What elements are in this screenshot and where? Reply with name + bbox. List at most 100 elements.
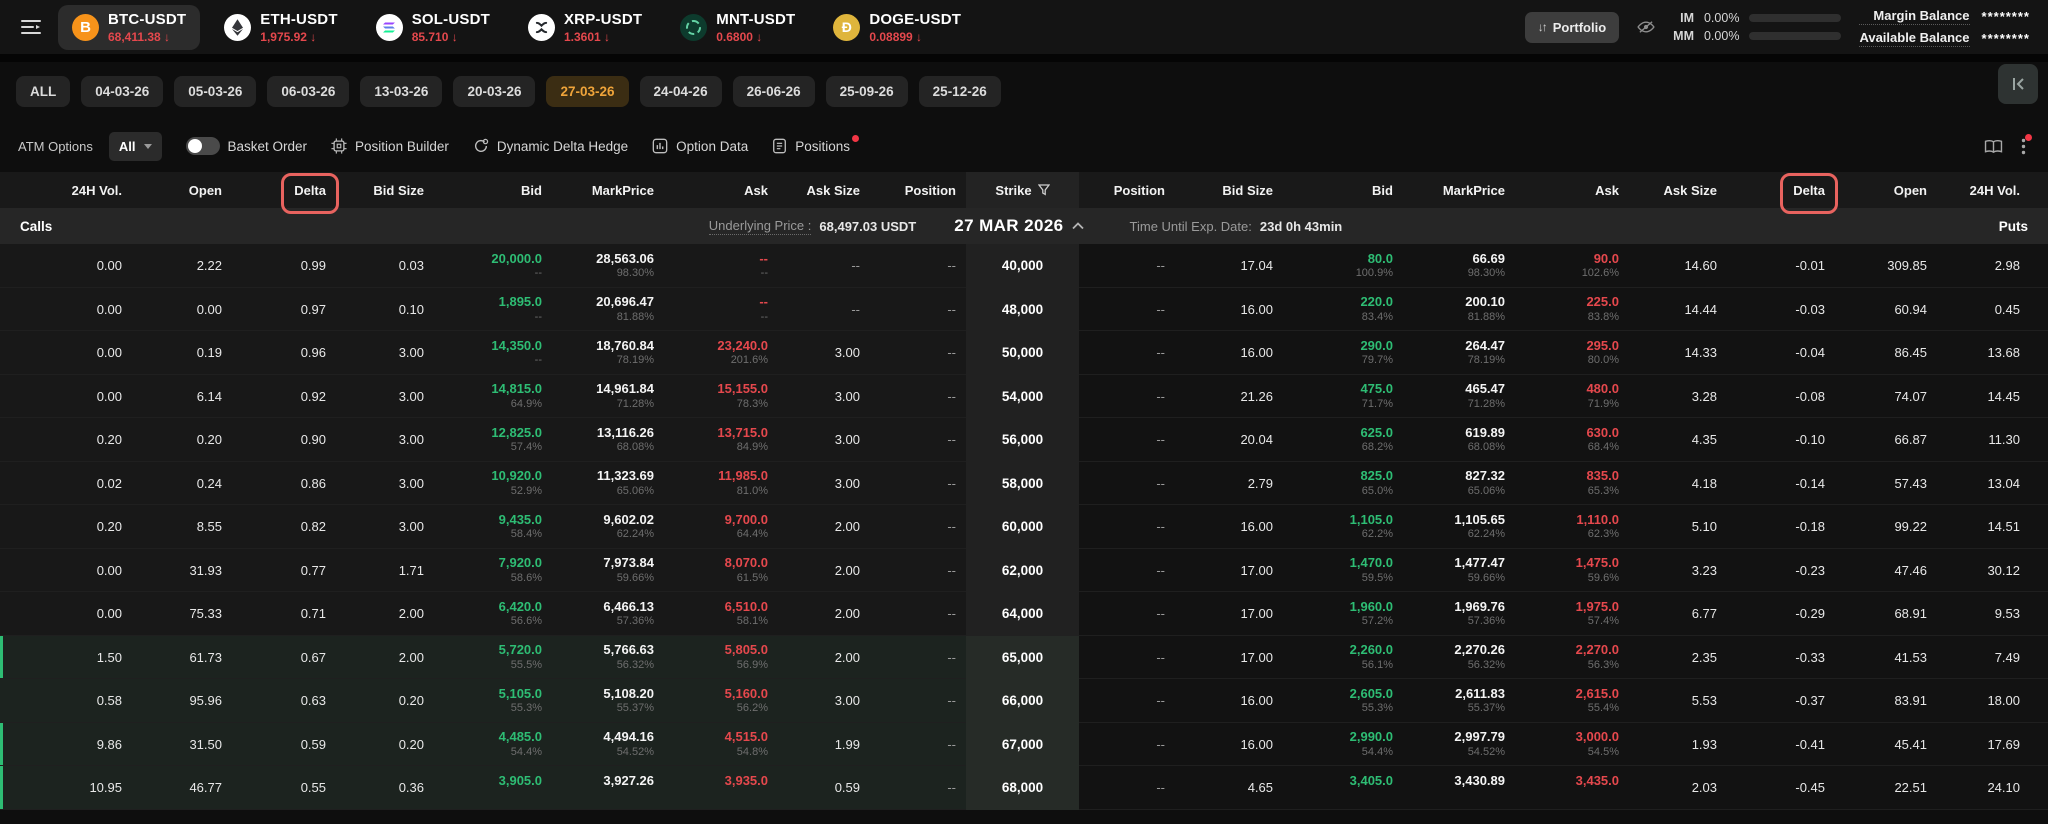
calls-bid-cell[interactable]: 3,905.0 [498, 772, 542, 788]
puts-bid-cell[interactable]: 1,960.0 57.2% [1349, 598, 1393, 627]
puts-bid-cell[interactable]: 290.0 79.7% [1360, 337, 1393, 366]
docs-book-icon[interactable] [1984, 139, 2003, 154]
puts-mark-price-cell[interactable]: 66.69 98.30% [1467, 250, 1505, 279]
puts-ask-cell[interactable]: 295.0 80.0% [1586, 337, 1619, 366]
expiry-tab-04-03-26[interactable]: 04-03-26 [81, 75, 164, 107]
calls-ask-cell[interactable]: 8,070.0 61.5% [724, 555, 768, 584]
ticker-tab-xrp-usdt[interactable]: XRP-USDT 1.3601 ↓ [514, 5, 656, 50]
collapse-panel-button[interactable] [1998, 64, 2038, 104]
expiry-tab-20-03-26[interactable]: 20-03-26 [453, 75, 536, 107]
calls-mark-price-cell[interactable]: 13,116.26 68.08% [596, 424, 654, 453]
calls-ask-cell[interactable]: -- -- [759, 294, 768, 323]
expiry-tab-24-04-26[interactable]: 24-04-26 [639, 75, 722, 107]
puts-ask-cell[interactable]: 1,475.0 59.6% [1575, 555, 1619, 584]
calls-mark-price-cell[interactable]: 18,760.84 78.19% [596, 337, 654, 366]
calls-bid-cell[interactable]: 14,350.0 -- [491, 337, 542, 366]
eye-off-icon[interactable] [1637, 20, 1655, 34]
calls-ask-cell[interactable]: 15,155.0 78.3% [717, 381, 768, 410]
puts-bid-cell[interactable]: 2,990.0 54.4% [1349, 729, 1393, 758]
expiry-tab-all[interactable]: ALL [16, 75, 71, 107]
calls-bid-cell[interactable]: 7,920.0 58.6% [498, 555, 542, 584]
calls-bid-cell[interactable]: 10,920.0 52.9% [491, 468, 542, 497]
strike-filter-icon[interactable] [1037, 184, 1050, 196]
puts-mark-price-cell[interactable]: 2,611.83 55.37% [1455, 685, 1505, 714]
calls-bid-cell[interactable]: 6,420.0 56.6% [498, 598, 542, 627]
calls-mark-price-cell[interactable]: 6,466.13 57.36% [603, 598, 654, 627]
calls-ask-cell[interactable]: 6,510.0 58.1% [724, 598, 768, 627]
puts-bid-cell[interactable]: 2,605.0 55.3% [1349, 685, 1393, 714]
calls-bid-cell[interactable]: 12,825.0 57.4% [491, 424, 542, 453]
ticker-tab-doge-usdt[interactable]: Ð DOGE-USDT 0.08899 ↓ [819, 5, 975, 50]
calls-bid-cell[interactable]: 20,000.0 -- [491, 250, 542, 279]
calls-bid-cell[interactable]: 5,720.0 55.5% [498, 642, 542, 671]
calls-bid-cell[interactable]: 5,105.0 55.3% [498, 685, 542, 714]
calls-mark-price-cell[interactable]: 11,323.69 65.06% [596, 468, 654, 497]
calls-ask-cell[interactable]: -- -- [759, 250, 768, 279]
portfolio-button[interactable]: ↓↑ Portfolio [1524, 11, 1620, 43]
calls-ask-cell[interactable]: 13,715.0 84.9% [717, 424, 768, 453]
expiry-tab-27-03-26[interactable]: 27-03-26 [546, 75, 629, 107]
ticker-tab-btc-usdt[interactable]: B BTC-USDT 68,411.38 ↓ [58, 4, 201, 50]
puts-ask-cell[interactable]: 480.0 71.9% [1586, 381, 1619, 410]
calls-ask-cell[interactable]: 5,805.0 56.9% [724, 642, 768, 671]
more-options-icon[interactable] [2021, 133, 2032, 155]
expiry-tab-13-03-26[interactable]: 13-03-26 [360, 75, 443, 107]
puts-mark-price-cell[interactable]: 2,997.79 54.52% [1454, 729, 1505, 758]
positions-button[interactable]: Positions [772, 135, 859, 154]
toggle-switch-icon[interactable] [185, 137, 220, 155]
puts-bid-cell[interactable]: 80.0 100.9% [1355, 250, 1393, 279]
puts-bid-cell[interactable]: 2,260.0 56.1% [1349, 642, 1393, 671]
ticker-tab-sol-usdt[interactable]: SOL-USDT 85.710 ↓ [362, 5, 504, 50]
puts-mark-price-cell[interactable]: 465.47 71.28% [1465, 381, 1505, 410]
puts-ask-cell[interactable]: 2,270.0 56.3% [1575, 642, 1619, 671]
basket-order-toggle[interactable]: Basket Order [185, 137, 307, 155]
puts-ask-cell[interactable]: 225.0 83.8% [1586, 294, 1619, 323]
dynamic-delta-hedge-button[interactable]: Dynamic Delta Hedge [473, 138, 628, 154]
puts-mark-price-cell[interactable]: 1,477.47 59.66% [1454, 555, 1505, 584]
calls-bid-cell[interactable]: 1,895.0 -- [498, 294, 542, 323]
ticker-tab-mnt-usdt[interactable]: MNT-USDT 0.6800 ↓ [666, 5, 809, 50]
puts-bid-cell[interactable]: 475.0 71.7% [1360, 381, 1393, 410]
calls-mark-price-cell[interactable]: 14,961.84 71.28% [596, 381, 654, 410]
puts-mark-price-cell[interactable]: 2,270.26 56.32% [1454, 642, 1505, 671]
calls-ask-cell[interactable]: 5,160.0 56.2% [724, 685, 768, 714]
calls-mark-price-cell[interactable]: 5,108.20 55.37% [603, 685, 654, 714]
puts-mark-price-cell[interactable]: 1,969.76 57.36% [1454, 598, 1505, 627]
expiry-tab-26-06-26[interactable]: 26-06-26 [732, 75, 815, 107]
puts-bid-cell[interactable]: 825.0 65.0% [1360, 468, 1393, 497]
puts-ask-cell[interactable]: 90.0 102.6% [1581, 250, 1619, 279]
expiry-tab-06-03-26[interactable]: 06-03-26 [267, 75, 350, 107]
option-data-button[interactable]: Option Data [652, 138, 748, 154]
menu-icon[interactable] [18, 14, 44, 40]
calls-mark-price-cell[interactable]: 20,696.47 81.88% [596, 294, 654, 323]
calls-ask-cell[interactable]: 3,935.0 [724, 772, 768, 788]
puts-ask-cell[interactable]: 3,435.0 [1575, 772, 1619, 788]
calls-ask-cell[interactable]: 9,700.0 64.4% [724, 511, 768, 540]
calls-ask-cell[interactable]: 11,985.0 81.0% [718, 468, 768, 497]
calls-bid-cell[interactable]: 14,815.0 64.9% [491, 381, 542, 410]
puts-mark-price-cell[interactable]: 827.32 65.06% [1465, 468, 1505, 497]
puts-bid-cell[interactable]: 1,105.0 62.2% [1349, 511, 1393, 540]
calls-ask-cell[interactable]: 4,515.0 54.8% [724, 729, 768, 758]
puts-mark-price-cell[interactable]: 3,430.89 [1454, 772, 1505, 788]
calls-mark-price-cell[interactable]: 7,973.84 59.66% [603, 555, 654, 584]
puts-mark-price-cell[interactable]: 200.10 81.88% [1465, 294, 1505, 323]
calls-ask-cell[interactable]: 23,240.0 201.6% [717, 337, 768, 366]
puts-ask-cell[interactable]: 630.0 68.4% [1586, 424, 1619, 453]
calls-bid-cell[interactable]: 4,485.0 54.4% [498, 729, 542, 758]
calls-mark-price-cell[interactable]: 4,494.16 54.52% [603, 729, 654, 758]
puts-mark-price-cell[interactable]: 1,105.65 62.24% [1454, 511, 1505, 540]
ticker-tab-eth-usdt[interactable]: ETH-USDT 1,975.92 ↓ [210, 5, 351, 50]
puts-bid-cell[interactable]: 220.0 83.4% [1360, 294, 1393, 323]
calls-mark-price-cell[interactable]: 5,766.63 56.32% [603, 642, 654, 671]
expiry-tab-25-09-26[interactable]: 25-09-26 [825, 75, 908, 107]
puts-ask-cell[interactable]: 3,000.0 54.5% [1575, 729, 1619, 758]
calls-mark-price-cell[interactable]: 28,563.06 98.30% [596, 250, 654, 279]
position-builder-button[interactable]: Position Builder [331, 138, 449, 154]
puts-mark-price-cell[interactable]: 264.47 78.19% [1465, 337, 1505, 366]
puts-ask-cell[interactable]: 835.0 65.3% [1586, 468, 1619, 497]
expiry-tab-25-12-26[interactable]: 25-12-26 [918, 75, 1001, 107]
puts-bid-cell[interactable]: 1,470.0 59.5% [1349, 555, 1393, 584]
puts-mark-price-cell[interactable]: 619.89 68.08% [1465, 424, 1505, 453]
puts-ask-cell[interactable]: 2,615.0 55.4% [1575, 685, 1619, 714]
